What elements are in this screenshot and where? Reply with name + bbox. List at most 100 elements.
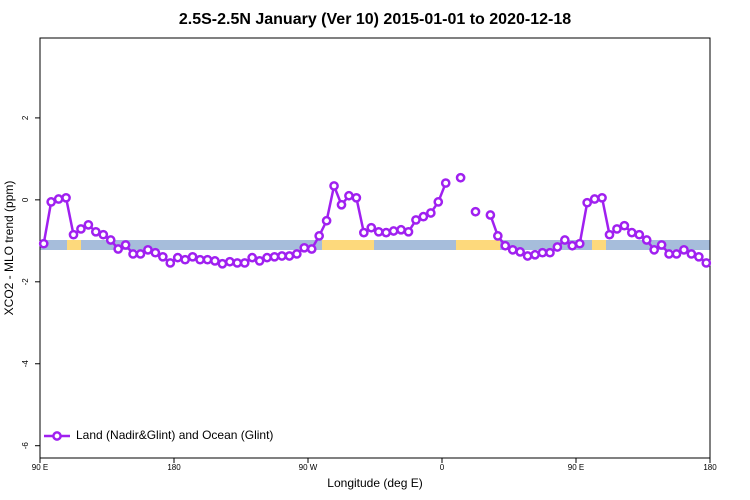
data-point [619, 220, 630, 231]
data-point [247, 252, 258, 263]
data-point [559, 235, 570, 245]
data-point [388, 226, 399, 236]
data-point [589, 194, 600, 204]
data-point [537, 247, 548, 258]
y-tick-label: -6 [21, 442, 30, 450]
data-point [254, 256, 265, 266]
data-point [299, 242, 310, 253]
x-axis-label: Longitude (deg E) [327, 476, 422, 490]
data-point [582, 197, 593, 208]
data-point [128, 249, 138, 259]
land-band [67, 240, 81, 250]
data-point [83, 219, 94, 230]
y-axis-label: XCO2 - MLO trend (ppm) [2, 181, 16, 316]
land-band [456, 240, 500, 250]
land-band [322, 240, 374, 250]
data-point [165, 258, 176, 268]
data-point [686, 249, 697, 259]
data-point [626, 227, 637, 238]
data-point [500, 240, 511, 251]
data-point [522, 251, 533, 261]
data-point [693, 251, 704, 262]
x-tick-label: 0 [440, 463, 445, 472]
data-point [38, 238, 49, 249]
data-point [381, 227, 392, 238]
data-point [113, 244, 124, 254]
data-point [351, 192, 362, 203]
data-point [425, 208, 436, 218]
data-point [604, 229, 615, 240]
data-point [545, 247, 555, 258]
data-point [98, 229, 109, 240]
ocean-band [40, 240, 710, 250]
plot-frame [39, 37, 711, 459]
data-point [157, 251, 168, 262]
data-point [418, 211, 429, 222]
data-point [321, 215, 332, 226]
y-tick-label: 2 [21, 115, 30, 120]
x-tick-label: 90 E [32, 463, 48, 472]
data-point [552, 242, 563, 252]
legend-marker [52, 431, 62, 441]
data-point [403, 226, 414, 237]
x-tick-label: 180 [703, 463, 717, 472]
data-point [358, 227, 369, 238]
data-point [76, 224, 86, 234]
data-point [567, 240, 578, 251]
data-point [291, 249, 302, 259]
y-tick-label: -4 [21, 360, 30, 368]
data-point [492, 231, 503, 241]
data-point [172, 252, 183, 263]
data-point [373, 226, 384, 237]
data-point [135, 249, 146, 259]
land-band [592, 240, 606, 250]
data-point [61, 192, 71, 203]
data-point [574, 238, 585, 249]
data-point [679, 244, 689, 255]
data-point [277, 251, 287, 261]
legend: Land (Nadir&Glint) and Ocean (Glint) [44, 428, 273, 442]
data-point [202, 254, 213, 265]
data-point [90, 226, 101, 237]
data-point [411, 215, 421, 225]
data-point [187, 251, 198, 262]
data-point [485, 210, 496, 220]
data-point [664, 249, 674, 259]
data-point [306, 244, 317, 254]
data-point [120, 240, 131, 250]
data-point [433, 197, 444, 207]
legend-label: Land (Nadir&Glint) and Ocean (Glint) [76, 428, 273, 442]
data-point [46, 197, 57, 207]
data-point [344, 190, 354, 201]
data-point [597, 192, 607, 203]
data-point [269, 251, 280, 262]
data-point [143, 244, 153, 255]
data-point [329, 181, 339, 191]
y-tick-label: -2 [21, 278, 30, 286]
data-point [470, 206, 481, 217]
data-point [649, 244, 660, 255]
data-point [150, 247, 161, 258]
data-point [210, 256, 220, 266]
data-point [530, 249, 540, 260]
surface-band [40, 240, 710, 250]
data-point [612, 224, 622, 234]
data-point [195, 254, 205, 265]
data-point [262, 252, 272, 263]
data-point [217, 258, 228, 269]
data-point [180, 254, 191, 265]
data-point [68, 229, 79, 240]
data-point [396, 224, 406, 235]
data-point [284, 251, 295, 261]
data-point [336, 199, 347, 210]
x-tick-label: 180 [167, 463, 181, 472]
data-point [656, 240, 667, 250]
x-tick-label: 90 E [568, 463, 584, 472]
data-point [224, 256, 235, 267]
data-point [53, 194, 64, 204]
data-point [455, 172, 466, 183]
x-tick-label: 90 W [299, 463, 318, 472]
data-point [507, 244, 518, 255]
data-point [440, 178, 451, 188]
data-point [314, 231, 325, 241]
